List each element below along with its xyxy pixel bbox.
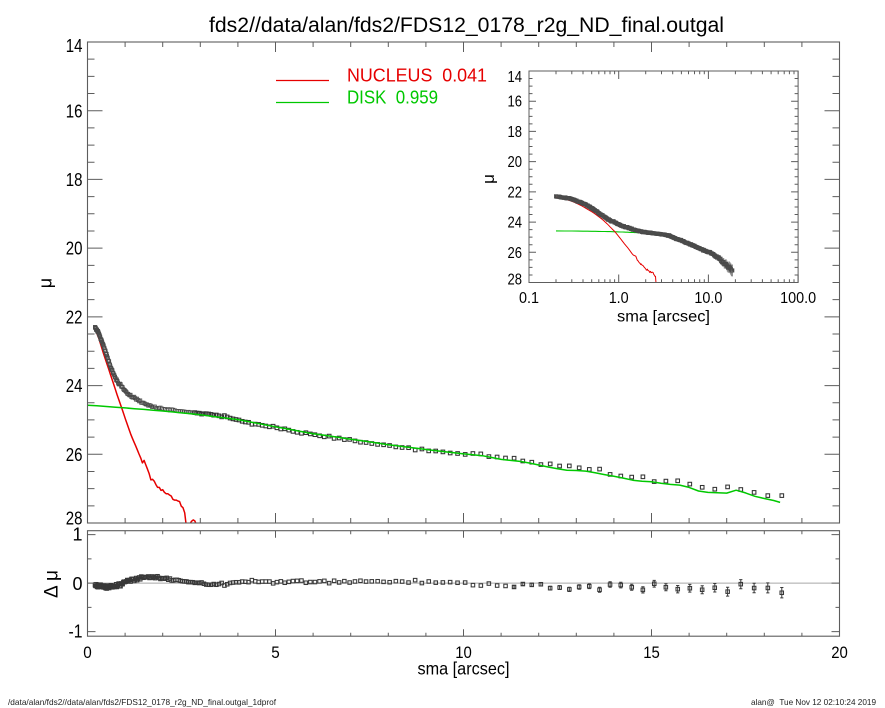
svg-text:5: 5 [271,643,280,662]
svg-text:14: 14 [508,69,523,86]
svg-text:24: 24 [66,376,83,396]
svg-text:-1: -1 [69,621,83,641]
svg-text:sma [arcsec]: sma [arcsec] [418,659,510,679]
svg-text:20: 20 [831,643,848,662]
svg-text:1.0: 1.0 [609,290,629,307]
svg-text:NUCLEUS 0.041: NUCLEUS 0.041 [347,65,487,86]
svg-text:24: 24 [508,215,523,232]
svg-text:15: 15 [643,643,660,662]
svg-text:Δ μ: Δ μ [42,570,63,598]
svg-text:μ: μ [479,174,498,184]
svg-text:16: 16 [508,94,523,111]
svg-text:0: 0 [72,574,82,594]
svg-text:μ: μ [35,278,55,288]
svg-text:10: 10 [455,643,472,662]
svg-text:/data/alan/fds2//data/alan/fds: /data/alan/fds2//data/alan/fds2/FDS12_01… [8,698,277,707]
svg-text:1: 1 [72,525,82,545]
svg-text:100.0: 100.0 [780,290,816,307]
svg-text:16: 16 [66,101,83,121]
svg-text:26: 26 [508,245,523,262]
svg-text:DISK 0.959: DISK 0.959 [347,87,438,108]
svg-text:18: 18 [508,124,523,141]
svg-text:alan@ Tue Nov 12 02:10:24 201: alan@ Tue Nov 12 02:10:24 2019 [751,698,876,707]
svg-text:28: 28 [508,272,523,289]
svg-text:22: 22 [508,184,523,201]
svg-text:26: 26 [66,445,83,465]
svg-text:sma [arcsec]: sma [arcsec] [617,309,710,326]
svg-text:14: 14 [66,36,83,56]
svg-text:0.1: 0.1 [519,290,539,307]
svg-text:0: 0 [83,643,92,662]
svg-text:fds2//data/alan/fds2/FDS12_017: fds2//data/alan/fds2/FDS12_0178_r2g_ND_f… [209,14,724,37]
svg-text:22: 22 [66,308,83,328]
svg-text:28: 28 [66,509,83,529]
svg-text:20: 20 [66,239,83,259]
svg-text:18: 18 [66,170,83,190]
svg-text:20: 20 [508,154,523,171]
svg-text:10.0: 10.0 [694,290,722,307]
